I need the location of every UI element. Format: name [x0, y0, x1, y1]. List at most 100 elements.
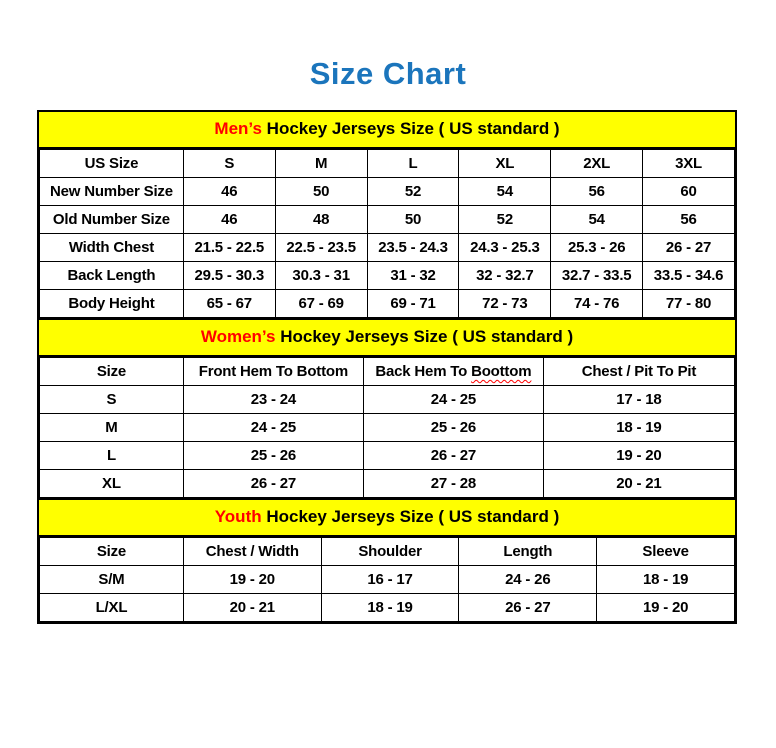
size-value: 26 - 27 [182, 469, 364, 498]
size-value: 46 [182, 205, 276, 234]
size-value: 60 [642, 177, 735, 206]
row-label: Back Length [39, 261, 184, 290]
size-value: 69 - 71 [366, 289, 460, 318]
table-row: L 25 - 26 26 - 27 19 - 20 [39, 441, 736, 470]
size-value: 67 - 69 [274, 289, 368, 318]
table-row: S/M 19 - 20 16 - 17 24 - 26 18 - 19 [39, 565, 735, 594]
size-value: 23.5 - 24.3 [366, 233, 460, 262]
row-label: New Number Size [39, 177, 184, 206]
table-row: New Number Size 46 50 52 54 56 60 [39, 177, 735, 206]
size-value: 52 [366, 177, 460, 206]
column-header: Chest / Pit To Pit [542, 357, 736, 386]
table-header-row: Size Front Hem To Bottom Back Hem To Boo… [39, 357, 736, 386]
row-label: S [39, 385, 184, 414]
table-row: M 24 - 25 25 - 26 18 - 19 [39, 413, 736, 442]
section-highlight-mens: Men’s [214, 119, 262, 138]
table-row: Old Number Size 46 48 50 52 54 56 [39, 205, 735, 234]
row-label: L [39, 441, 184, 470]
youth-size-table: Size Chest / Width Shoulder Length Sleev… [39, 537, 735, 622]
size-value: 26 - 27 [458, 593, 598, 622]
size-value: 52 [458, 205, 552, 234]
size-value: 18 - 19 [320, 593, 460, 622]
column-header: S [182, 149, 276, 178]
size-value: 46 [182, 177, 276, 206]
column-header: Sleeve [596, 537, 735, 566]
size-value: 23 - 24 [182, 385, 364, 414]
section-highlight-womens: Women’s [200, 327, 276, 346]
size-value: 29.5 - 30.3 [182, 261, 276, 290]
size-value: 19 - 20 [542, 441, 736, 470]
table-header-row: US Size S M L XL 2XL 3XL [39, 149, 735, 178]
size-value: 31 - 32 [366, 261, 460, 290]
size-value: 24 - 26 [458, 565, 598, 594]
size-value: 19 - 20 [596, 593, 735, 622]
size-chart-page: Size Chart Men’s Hockey Jerseys Size ( U… [0, 56, 776, 624]
column-header-text: Back Hem To [375, 363, 472, 380]
column-header: Length [458, 537, 598, 566]
table-header-row: Size Chest / Width Shoulder Length Sleev… [39, 537, 735, 566]
column-header: US Size [39, 149, 184, 178]
section-title-mens: Hockey Jerseys Size ( US standard ) [261, 119, 560, 138]
size-value: 22.5 - 23.5 [274, 233, 368, 262]
size-value: 20 - 21 [542, 469, 736, 498]
row-label: S/M [39, 565, 184, 594]
size-value: 77 - 80 [642, 289, 735, 318]
row-label: Old Number Size [39, 205, 184, 234]
column-header: XL [458, 149, 552, 178]
table-row: Width Chest 21.5 - 22.5 22.5 - 23.5 23.5… [39, 233, 735, 262]
size-value: 25 - 26 [182, 441, 364, 470]
misspelled-word: Boottom [471, 363, 532, 380]
size-value: 56 [550, 177, 644, 206]
size-value: 24 - 25 [182, 413, 364, 442]
size-value: 19 - 20 [182, 565, 322, 594]
table-row: Back Length 29.5 - 30.3 30.3 - 31 31 - 3… [39, 261, 735, 290]
size-value: 25.3 - 26 [550, 233, 644, 262]
size-value: 72 - 73 [458, 289, 552, 318]
section-highlight-youth: Youth [214, 507, 262, 526]
size-value: 32.7 - 33.5 [550, 261, 644, 290]
row-label: M [39, 413, 184, 442]
row-label: Width Chest [39, 233, 184, 262]
size-value: 24 - 25 [362, 385, 544, 414]
womens-size-table: Size Front Hem To Bottom Back Hem To Boo… [39, 357, 736, 498]
size-value: 26 - 27 [642, 233, 735, 262]
column-header: M [274, 149, 368, 178]
size-value: 54 [458, 177, 552, 206]
size-value: 30.3 - 31 [274, 261, 368, 290]
column-header: Size [39, 357, 184, 386]
size-value: 32 - 32.7 [458, 261, 552, 290]
column-header: Chest / Width [182, 537, 322, 566]
section-header-youth: Youth Hockey Jerseys Size ( US standard … [39, 498, 735, 537]
size-value: 24.3 - 25.3 [458, 233, 552, 262]
column-header: Back Hem To Boottom [362, 357, 544, 386]
column-header: Front Hem To Bottom [182, 357, 364, 386]
size-value: 74 - 76 [550, 289, 644, 318]
row-label: L/XL [39, 593, 184, 622]
size-value: 21.5 - 22.5 [182, 233, 276, 262]
section-title-womens: Hockey Jerseys Size ( US standard ) [275, 327, 574, 346]
size-value: 56 [642, 205, 735, 234]
size-value: 26 - 27 [362, 441, 544, 470]
size-value: 54 [550, 205, 644, 234]
size-value: 50 [274, 177, 368, 206]
table-row: Body Height 65 - 67 67 - 69 69 - 71 72 -… [39, 289, 735, 318]
size-value: 18 - 19 [542, 413, 736, 442]
section-title-youth: Hockey Jerseys Size ( US standard ) [261, 507, 560, 526]
size-chart: Men’s Hockey Jerseys Size ( US standard … [37, 110, 737, 624]
row-label: XL [39, 469, 184, 498]
table-row: S 23 - 24 24 - 25 17 - 18 [39, 385, 736, 414]
size-value: 17 - 18 [542, 385, 736, 414]
table-row: XL 26 - 27 27 - 28 20 - 21 [39, 469, 736, 498]
column-header: Shoulder [320, 537, 460, 566]
size-value: 33.5 - 34.6 [642, 261, 735, 290]
size-value: 16 - 17 [320, 565, 460, 594]
size-value: 18 - 19 [596, 565, 735, 594]
section-header-womens: Women’s Hockey Jerseys Size ( US standar… [39, 318, 735, 357]
row-label: Body Height [39, 289, 184, 318]
size-value: 25 - 26 [362, 413, 544, 442]
column-header: 2XL [550, 149, 644, 178]
page-title: Size Chart [309, 56, 467, 91]
size-value: 48 [274, 205, 368, 234]
size-value: 20 - 21 [182, 593, 322, 622]
table-row: L/XL 20 - 21 18 - 19 26 - 27 19 - 20 [39, 593, 735, 622]
